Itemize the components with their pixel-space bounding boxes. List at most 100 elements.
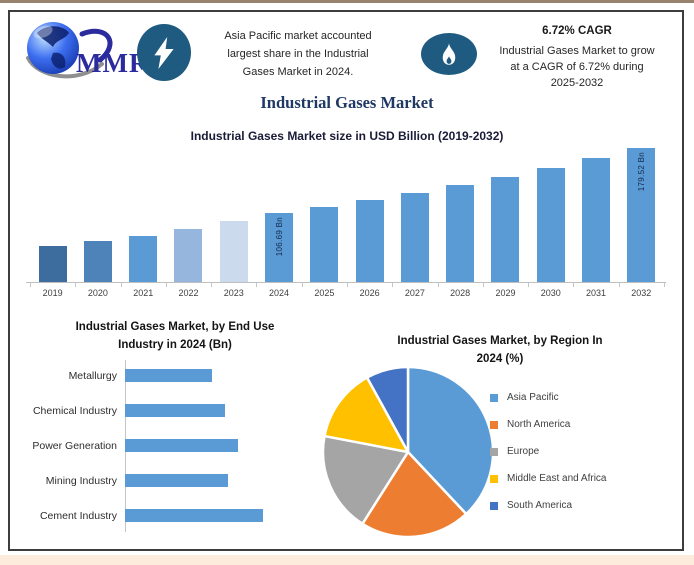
cagr-line2: at a CAGR of 6.72% during: [510, 61, 644, 73]
enduse-bar: [125, 439, 238, 452]
enduse-bar: [125, 474, 228, 487]
bar-2019: [38, 246, 67, 282]
callout-left-line3: Gases Market in 2024.: [242, 66, 354, 78]
pie-slice-south-america: [365, 365, 410, 454]
axis-tick: [392, 283, 437, 287]
cagr-line3: 2025-2032: [550, 77, 604, 89]
legend-label: Europe: [507, 446, 540, 457]
bar-column: [483, 146, 528, 282]
bar-2027: [400, 192, 429, 282]
region-legend: Asia Pacific North America Europe Middle Ea…: [490, 384, 607, 519]
logo-swirl: [79, 28, 113, 63]
legend-item: North America: [490, 411, 607, 438]
enduse-bar-area: [125, 439, 320, 452]
legend-swatch: [490, 474, 498, 483]
year-label: 2031: [586, 288, 607, 298]
globe-icon: MMR: [26, 22, 148, 79]
annual-axis-ticks: [30, 283, 665, 287]
legend-swatch: [490, 393, 498, 402]
enduse-row: Cement Industry: [20, 498, 320, 533]
pie-slice-north-america: [361, 450, 468, 539]
year-label: 2020: [87, 288, 108, 298]
cagr-line1: Industrial Gases Market to grow: [499, 45, 655, 57]
axis-tick: [573, 283, 618, 287]
flame-badge: [421, 33, 477, 75]
bar-2021: [129, 235, 158, 282]
flame-icon: [442, 43, 456, 65]
legend-item: Asia Pacific: [490, 384, 607, 411]
bar-2028: [446, 185, 475, 282]
enduse-row: Mining Industry: [20, 463, 320, 498]
callout-left-line1: Asia Pacific market accounted: [224, 30, 372, 42]
enduse-bar-area: [125, 474, 320, 487]
enduse-title-line1: Industrial Gases Market, by End Use: [75, 321, 275, 333]
enduse-label: Mining Industry: [45, 474, 117, 487]
mmr-logo: MMR: [22, 18, 148, 86]
enduse-label: Power Generation: [32, 439, 117, 452]
axis-tick: [346, 283, 392, 287]
year-label: 2030: [540, 288, 561, 298]
bar-2024: 106.69 Bn: [265, 213, 294, 282]
region-title-line2: 2024 (%): [476, 352, 524, 365]
axis-tick: [75, 283, 120, 287]
region-title-line1: Industrial Gases Market, by Region In: [397, 335, 603, 347]
bar-column: [347, 146, 392, 282]
year-label: 2021: [133, 288, 154, 298]
axis-tick: [437, 283, 483, 287]
enduse-title-line2: Industry in 2024 (Bn): [118, 338, 232, 351]
bar-column: 179.52 Bn: [619, 146, 664, 282]
pie-slice-europe: [321, 434, 410, 526]
enduse-bar-chart: Metallurgy Chemical Industry Power Generat…: [20, 358, 320, 533]
year-label: 2032: [631, 288, 652, 298]
axis-tick: [482, 283, 528, 287]
enduse-bar-area: [125, 369, 320, 382]
pie-slice-asia-pacific: [406, 365, 495, 516]
year-label: 2024: [269, 288, 290, 298]
top-edge-strip: [0, 0, 694, 3]
enduse-bar-area: [125, 509, 320, 522]
legend-label: North America: [507, 419, 571, 430]
legend-label: Middle East and Africa: [507, 473, 607, 484]
bar-2026: [355, 200, 384, 282]
bar-2020: [83, 241, 112, 282]
bar-column: [211, 146, 256, 282]
enduse-label: Cement Industry: [39, 509, 117, 522]
axis-tick: [618, 283, 664, 287]
legend-label: South America: [507, 500, 573, 511]
annual-axis-labels: 2019 2020 2021 2022 2023 2024 2025 2026 2027 2028…: [30, 288, 664, 298]
axis-tick: [256, 283, 301, 287]
bar-2025: [310, 207, 339, 282]
bar-column: [392, 146, 437, 282]
logo-swoosh: [26, 56, 104, 79]
legend-label: Asia Pacific: [507, 392, 559, 403]
bar-column: [528, 146, 573, 282]
enduse-label: Chemical Industry: [32, 404, 117, 417]
legend-item: Europe: [490, 438, 607, 465]
annual-bar-chart-plot: 106.69 Bn 179.52 Bn: [30, 146, 664, 282]
annual-x-axis-line: [26, 282, 666, 283]
bar-column: 106.69 Bn: [256, 146, 301, 282]
axis-tick: [301, 283, 347, 287]
enduse-row: Power Generation: [20, 428, 320, 463]
bar-column: [75, 146, 120, 282]
enduse-bar: [125, 404, 225, 417]
enduse-row: Metallurgy: [20, 358, 320, 393]
bar-2031: [582, 158, 611, 282]
year-label: 2029: [495, 288, 516, 298]
bar-2029: [491, 176, 520, 282]
legend-swatch: [490, 501, 498, 510]
lightning-icon: [154, 36, 174, 69]
cagr-callout: 6.72% CAGR Industrial Gases Market to gr…: [478, 23, 676, 91]
region-chart-title: Industrial Gases Market, by Region In 20…: [340, 333, 660, 368]
axis-tick: [165, 283, 211, 287]
bar-2030: [536, 167, 565, 282]
axis-tick: [211, 283, 256, 287]
callout-left-line2: largest share in the Industrial: [227, 48, 369, 60]
annual-chart-title: Industrial Gases Market size in USD Bill…: [190, 129, 504, 143]
year-label: 2027: [404, 288, 425, 298]
bar-label-wrap: 179.52 Bn: [627, 152, 655, 191]
enduse-row: Chemical Industry: [20, 393, 320, 428]
region-pie-chart: [320, 364, 496, 540]
bar-2022: [174, 228, 203, 282]
year-label: 2022: [178, 288, 199, 298]
